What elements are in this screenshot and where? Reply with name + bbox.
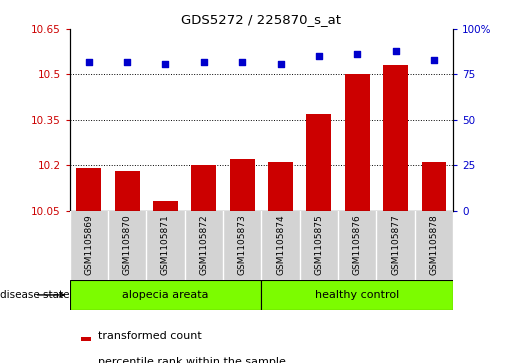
Bar — [115, 171, 140, 211]
Bar — [70, 280, 261, 310]
Point — [123, 59, 131, 65]
Bar — [261, 280, 453, 310]
Bar — [422, 162, 447, 211]
Point — [200, 59, 208, 65]
Text: GSM1105873: GSM1105873 — [238, 214, 247, 275]
Text: GSM1105876: GSM1105876 — [353, 214, 362, 275]
Text: GSM1105874: GSM1105874 — [276, 214, 285, 275]
Bar — [153, 201, 178, 211]
Title: GDS5272 / 225870_s_at: GDS5272 / 225870_s_at — [181, 13, 341, 26]
Point — [161, 61, 169, 66]
Point — [391, 48, 400, 54]
Bar — [383, 65, 408, 211]
Text: transformed count: transformed count — [98, 331, 202, 341]
Bar — [345, 74, 370, 211]
Bar — [76, 168, 101, 211]
Text: alopecia areata: alopecia areata — [122, 290, 209, 300]
Point — [277, 61, 285, 66]
Text: disease state: disease state — [0, 290, 70, 300]
Text: GSM1105871: GSM1105871 — [161, 214, 170, 275]
Point — [315, 53, 323, 59]
Point — [353, 52, 362, 57]
Text: GSM1105870: GSM1105870 — [123, 214, 131, 275]
Text: healthy control: healthy control — [315, 290, 400, 300]
Text: GSM1105872: GSM1105872 — [199, 214, 208, 275]
Bar — [268, 162, 293, 211]
Bar — [81, 337, 91, 341]
Point — [238, 59, 246, 65]
Text: GSM1105878: GSM1105878 — [430, 214, 438, 275]
Bar — [306, 114, 331, 211]
Point — [84, 59, 93, 65]
Point — [430, 57, 438, 63]
Bar — [230, 159, 254, 211]
Text: GSM1105875: GSM1105875 — [315, 214, 323, 275]
Text: GSM1105869: GSM1105869 — [84, 214, 93, 275]
Bar — [192, 165, 216, 211]
Text: GSM1105877: GSM1105877 — [391, 214, 400, 275]
Text: percentile rank within the sample: percentile rank within the sample — [98, 357, 286, 363]
